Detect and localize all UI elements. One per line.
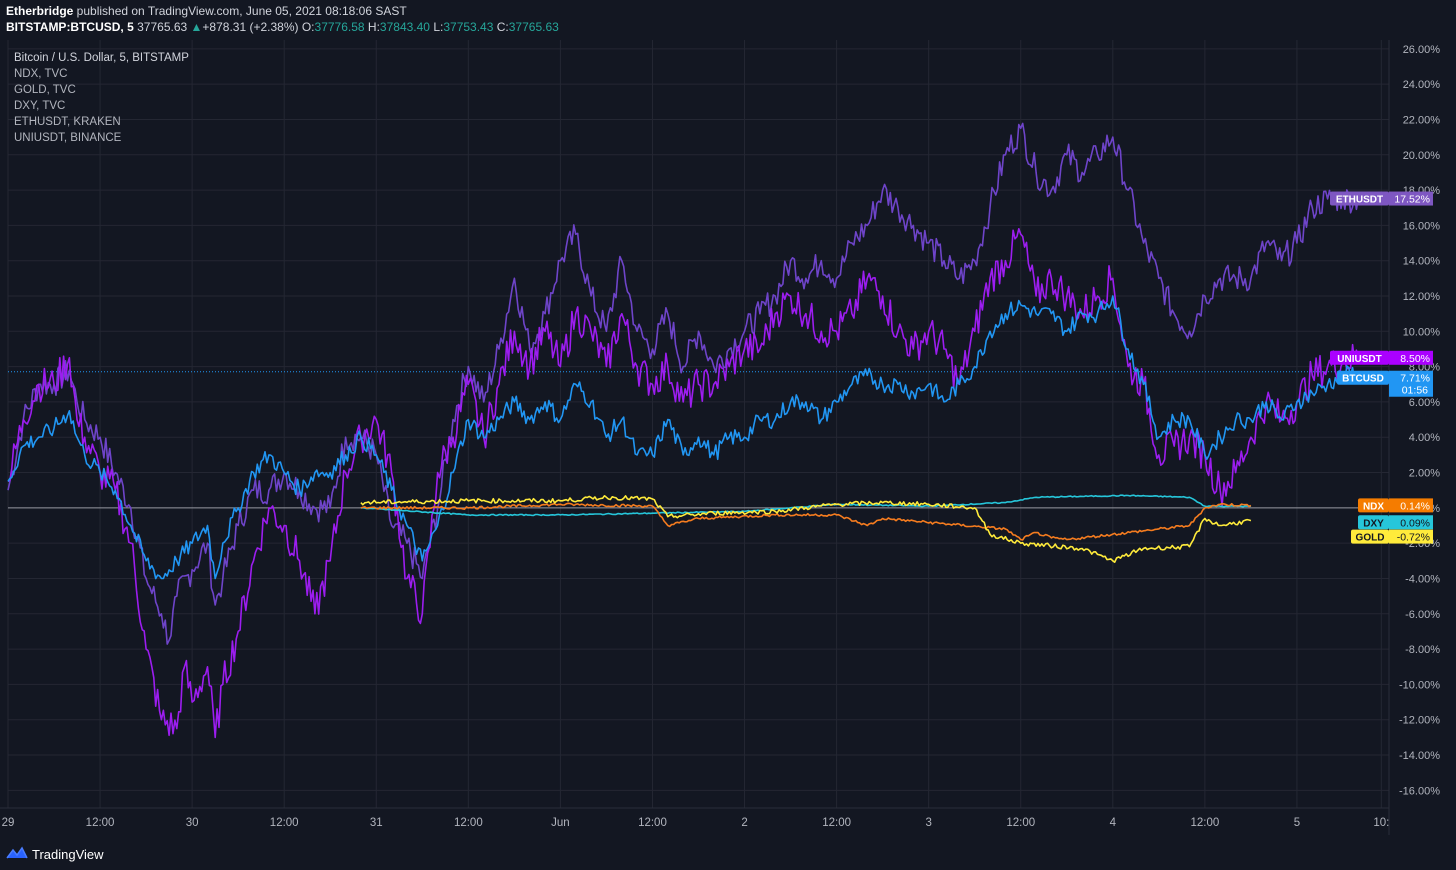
y-tick-label: -6.00% xyxy=(1405,609,1440,621)
y-tick-label: 2.00% xyxy=(1409,468,1440,480)
author-name[interactable]: Etherbridge xyxy=(6,4,74,18)
tradingview-brand[interactable]: TradingView xyxy=(32,847,104,862)
price-label-name: GOLD xyxy=(1356,533,1385,544)
price-label-ndx: NDX 0.14% xyxy=(1358,498,1433,513)
x-tick-label: 10: xyxy=(1373,817,1389,829)
legend-item-ndx[interactable]: NDX, TVC xyxy=(14,68,68,80)
high-value: 37843.40 xyxy=(379,20,430,34)
y-tick-label: 20.00% xyxy=(1403,150,1441,162)
x-tick-label: 12:00 xyxy=(86,817,115,829)
ohlc-line: BITSTAMP:BTCUSD, 5 37765.63 ▲+878.31 (+2… xyxy=(6,20,559,34)
price-label-gold: GOLD -0.72% xyxy=(1351,529,1433,544)
y-tick-label: 24.00% xyxy=(1403,79,1441,91)
x-tick-label: 12:00 xyxy=(270,817,299,829)
x-tick-label: 30 xyxy=(186,817,199,829)
publish-text: published on TradingView.com, June 05, 2… xyxy=(73,4,407,18)
price-label-name: DXY xyxy=(1363,518,1384,529)
legend-item-gold[interactable]: GOLD, TVC xyxy=(14,84,76,96)
x-tick-label: 12:00 xyxy=(822,817,851,829)
legend-item-btcusd[interactable]: Bitcoin / U.S. Dollar, 5, BITSTAMP xyxy=(14,52,189,64)
low-label: L: xyxy=(433,20,444,34)
price-label-value: 8.50% xyxy=(1400,353,1430,365)
price-label-dxy: DXY 0.09% xyxy=(1358,515,1433,530)
series-legend: Bitcoin / U.S. Dollar, 5, BITSTAMP NDX, … xyxy=(14,50,189,146)
y-tick-label: -16.00% xyxy=(1399,785,1440,797)
series-line-ethusdt[interactable] xyxy=(7,122,1360,645)
y-tick-label: -8.00% xyxy=(1405,644,1440,656)
chart-svg[interactable]: 26.00%24.00%22.00%20.00%18.00%16.00%14.0… xyxy=(0,40,1456,835)
publish-info: Etherbridge published on TradingView.com… xyxy=(6,4,407,18)
footer: TradingView xyxy=(0,838,1456,870)
open-label: O: xyxy=(301,20,315,34)
tradingview-logo-icon[interactable] xyxy=(6,845,28,861)
price-label-uniusdt: UNIUSDT 8.50% xyxy=(1330,350,1433,365)
x-tick-label: 12:00 xyxy=(1006,817,1035,829)
price-change: +878.31 (+2.38%) xyxy=(202,20,299,34)
y-tick-label: 12.00% xyxy=(1403,291,1441,303)
price-label-countdown: 01:56 xyxy=(1402,385,1428,397)
price-label-value: 0.14% xyxy=(1400,500,1430,512)
price-label-name: ETHUSDT xyxy=(1336,195,1383,206)
x-tick-label: 12:00 xyxy=(1190,817,1219,829)
price-label-btcusd: BTCUSD 7.71%01:56 xyxy=(1337,370,1433,397)
y-tick-label: -14.00% xyxy=(1399,750,1440,762)
low-value: 37753.43 xyxy=(443,20,494,34)
y-tick-label: -12.00% xyxy=(1399,715,1440,727)
x-tick-label: Jun xyxy=(551,817,570,829)
chart-area[interactable]: 26.00% 24.00% 22.00% 20.00% 18.00% 16.00% 14.0… xyxy=(0,40,1456,835)
y-tick-label: 26.00% xyxy=(1403,44,1441,56)
y-tick-label: 4.00% xyxy=(1409,432,1440,444)
legend-item-uniusdt[interactable]: UNIUSDT, BINANCE xyxy=(14,132,122,144)
x-tick-label: 12:00 xyxy=(638,817,667,829)
price-label-name: NDX xyxy=(1363,501,1384,512)
symbol-label[interactable]: BITSTAMP:BTCUSD, 5 xyxy=(6,20,134,34)
price-label-value: 17.52% xyxy=(1394,194,1430,206)
price-label-name: BTCUSD xyxy=(1342,374,1384,385)
series-line-btcusd[interactable] xyxy=(7,295,1360,580)
up-arrow-icon: ▲ xyxy=(190,20,203,34)
high-label: H: xyxy=(367,20,380,34)
y-tick-label: 16.00% xyxy=(1403,220,1441,232)
price-label-name: UNIUSDT xyxy=(1337,354,1381,365)
y-tick-label: 22.00% xyxy=(1403,114,1441,126)
y-tick-label: 14.00% xyxy=(1403,256,1441,268)
price-label-value: 7.71% xyxy=(1400,373,1430,385)
chart-header: Etherbridge published on TradingView.com… xyxy=(0,0,1456,40)
x-tick-label: 3 xyxy=(925,817,931,829)
y-tick-label: -4.00% xyxy=(1405,573,1440,585)
y-tick-label: -10.00% xyxy=(1399,679,1440,691)
x-tick-label: 29 xyxy=(2,817,15,829)
close-label: C: xyxy=(496,20,509,34)
last-price: 37765.63 xyxy=(137,20,188,34)
series-line-uniusdt[interactable] xyxy=(7,228,1360,739)
y-tick-label: 6.00% xyxy=(1409,397,1440,409)
open-value: 37776.58 xyxy=(314,20,365,34)
price-label-value: 0.09% xyxy=(1400,517,1430,529)
price-label-value: -0.72% xyxy=(1397,532,1430,544)
legend-item-dxy[interactable]: DXY, TVC xyxy=(14,100,66,112)
x-tick-label: 2 xyxy=(741,817,747,829)
legend-item-ethusdt[interactable]: ETHUSDT, KRAKEN xyxy=(14,116,121,128)
y-tick-label: 10.00% xyxy=(1403,326,1441,338)
series-line-ndx[interactable] xyxy=(360,502,1252,541)
x-tick-label: 4 xyxy=(1110,817,1117,829)
close-value: 37765.63 xyxy=(508,20,559,34)
x-tick-label: 5 xyxy=(1294,817,1300,829)
price-label-ethusdt: ETHUSDT 17.52% xyxy=(1330,191,1433,206)
x-tick-label: 31 xyxy=(370,817,383,829)
x-tick-label: 12:00 xyxy=(454,817,483,829)
series-line-gold[interactable] xyxy=(360,495,1252,563)
